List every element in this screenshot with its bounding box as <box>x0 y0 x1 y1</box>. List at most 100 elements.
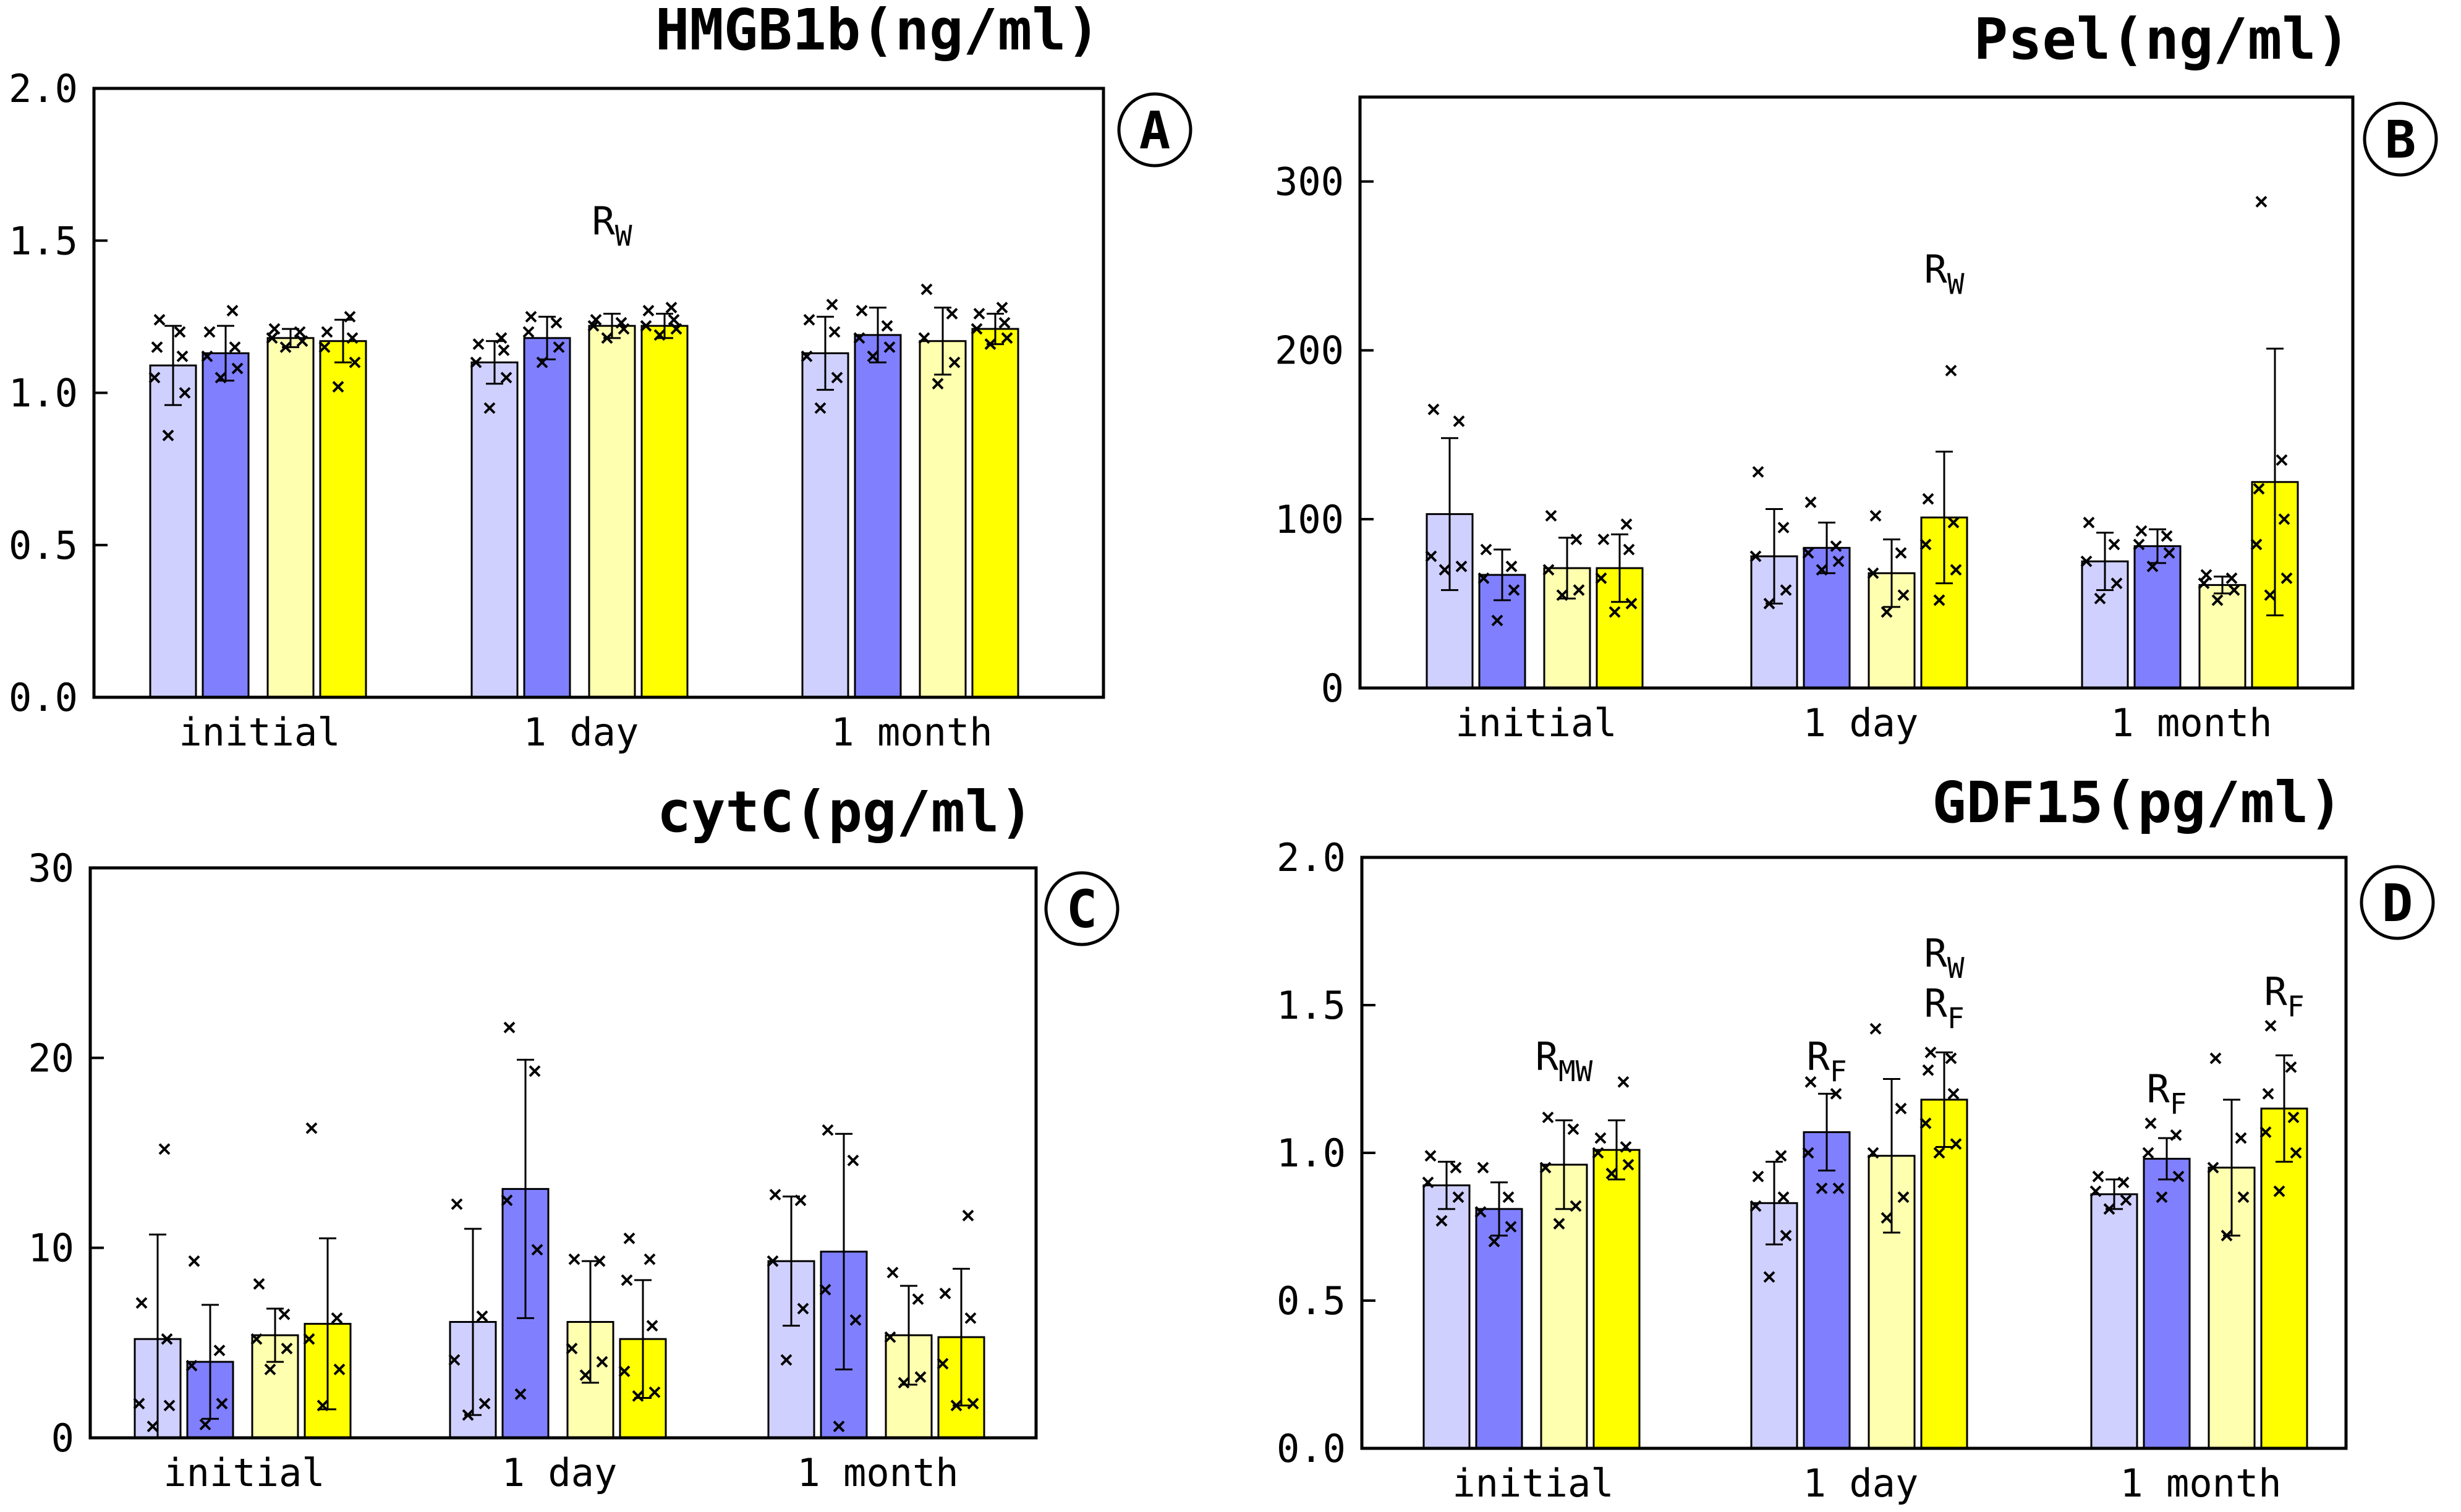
annotation-subscript: F <box>1947 1001 1965 1035</box>
data-point <box>1752 1170 1764 1183</box>
plot-frame <box>1358 95 2355 690</box>
data-point <box>1895 1102 1907 1115</box>
data-point <box>2142 1147 2154 1159</box>
data-point <box>1897 589 1910 601</box>
data-point <box>1895 547 1907 559</box>
data-point <box>161 1333 173 1345</box>
data-point <box>801 350 813 362</box>
data-point <box>1804 1076 1817 1088</box>
bar <box>2143 1158 2191 1450</box>
annotation-subscript: W <box>1947 951 1965 985</box>
data-point <box>884 1331 896 1343</box>
significance-annotation: RW <box>1924 247 1964 300</box>
data-point <box>2235 1132 2247 1144</box>
x-tick-label: 1 month <box>797 1450 958 1495</box>
data-point <box>2259 1126 2272 1138</box>
data-point <box>2156 1191 2168 1204</box>
data-point <box>918 332 930 344</box>
data-point <box>321 326 333 338</box>
data-point <box>201 350 213 362</box>
data-point <box>856 305 868 316</box>
data-point <box>1933 1147 1945 1159</box>
data-point <box>996 302 1008 314</box>
panel-label: A <box>1139 100 1171 161</box>
data-point <box>553 341 565 354</box>
data-point <box>1505 560 1518 572</box>
x-tick-label: 1 day <box>1803 700 1919 745</box>
annotation-subscript: F <box>2170 1087 2187 1121</box>
bar <box>2198 584 2246 689</box>
data-point <box>847 1154 859 1166</box>
data-point <box>2120 1194 2132 1206</box>
data-point <box>881 320 893 332</box>
data-point <box>920 283 933 295</box>
data-point <box>498 344 510 356</box>
panel-label-circle <box>1117 92 1192 168</box>
data-point <box>1749 550 1762 563</box>
panel-C: cytC(pg/ml) C 0 10 20 30 initial 1 day 1 month <box>28 779 1120 1495</box>
data-point <box>1594 1132 1607 1144</box>
data-point <box>964 1312 977 1324</box>
data-point <box>2290 1147 2302 1159</box>
data-point <box>2144 1117 2157 1129</box>
data-point <box>179 387 191 399</box>
data-point <box>826 299 838 311</box>
x-tick-label: 1 day <box>1803 1461 1919 1506</box>
data-point <box>1832 555 1845 567</box>
data-point <box>653 329 666 341</box>
data-point <box>618 1365 631 1377</box>
data-point <box>596 1356 608 1368</box>
data-point <box>950 1399 963 1412</box>
data-point <box>1439 564 1451 576</box>
x-tick-label: 1 day <box>524 710 639 755</box>
data-point <box>1573 584 1585 596</box>
data-point <box>1950 1138 1962 1150</box>
data-point <box>133 1398 145 1410</box>
data-point <box>1802 547 1814 559</box>
significance-annotation: RW <box>592 198 632 252</box>
plot-frame <box>88 866 1038 1440</box>
data-point <box>2255 195 2268 208</box>
data-point <box>1556 589 1568 601</box>
data-point <box>1491 614 1503 627</box>
y-tick-label: 100 <box>1275 497 1344 542</box>
data-point <box>503 1021 516 1034</box>
data-point <box>158 1143 171 1155</box>
data-point <box>912 1293 924 1306</box>
data-point <box>296 335 308 347</box>
bar <box>1592 1149 1641 1450</box>
y-tick-label: 300 <box>1275 159 1344 205</box>
data-point <box>946 308 958 320</box>
data-point <box>849 1314 862 1326</box>
data-point <box>174 326 186 338</box>
data-point <box>278 1308 291 1320</box>
data-point <box>1802 1147 1814 1159</box>
bar <box>588 325 636 699</box>
significance-annotation: RF <box>2146 1067 2187 1121</box>
data-point <box>1617 1076 1630 1088</box>
x-tick-label: 1 day <box>502 1450 618 1495</box>
data-point <box>1623 543 1635 556</box>
data-point <box>2273 1185 2285 1197</box>
panel-label: B <box>2385 109 2416 170</box>
data-point <box>229 341 241 354</box>
data-point <box>1595 572 1607 584</box>
data-point <box>2172 1170 2185 1183</box>
significance-annotation: RW <box>1924 931 1964 985</box>
y-tick-label: 2.0 <box>1277 835 1346 880</box>
data-point <box>2092 1170 2104 1183</box>
data-point <box>1625 598 1638 609</box>
data-point <box>618 323 630 335</box>
data-point <box>568 1253 580 1265</box>
y-tick-label: 1.5 <box>1277 983 1346 1028</box>
data-point <box>2276 454 2288 466</box>
data-point <box>1763 598 1775 609</box>
data-point <box>514 1388 527 1400</box>
data-point <box>216 1398 228 1410</box>
data-point <box>984 338 997 350</box>
data-point <box>668 313 680 326</box>
data-point <box>1780 584 1792 596</box>
data-point <box>937 1357 949 1370</box>
data-point <box>1592 1147 1604 1159</box>
bar <box>801 352 849 699</box>
